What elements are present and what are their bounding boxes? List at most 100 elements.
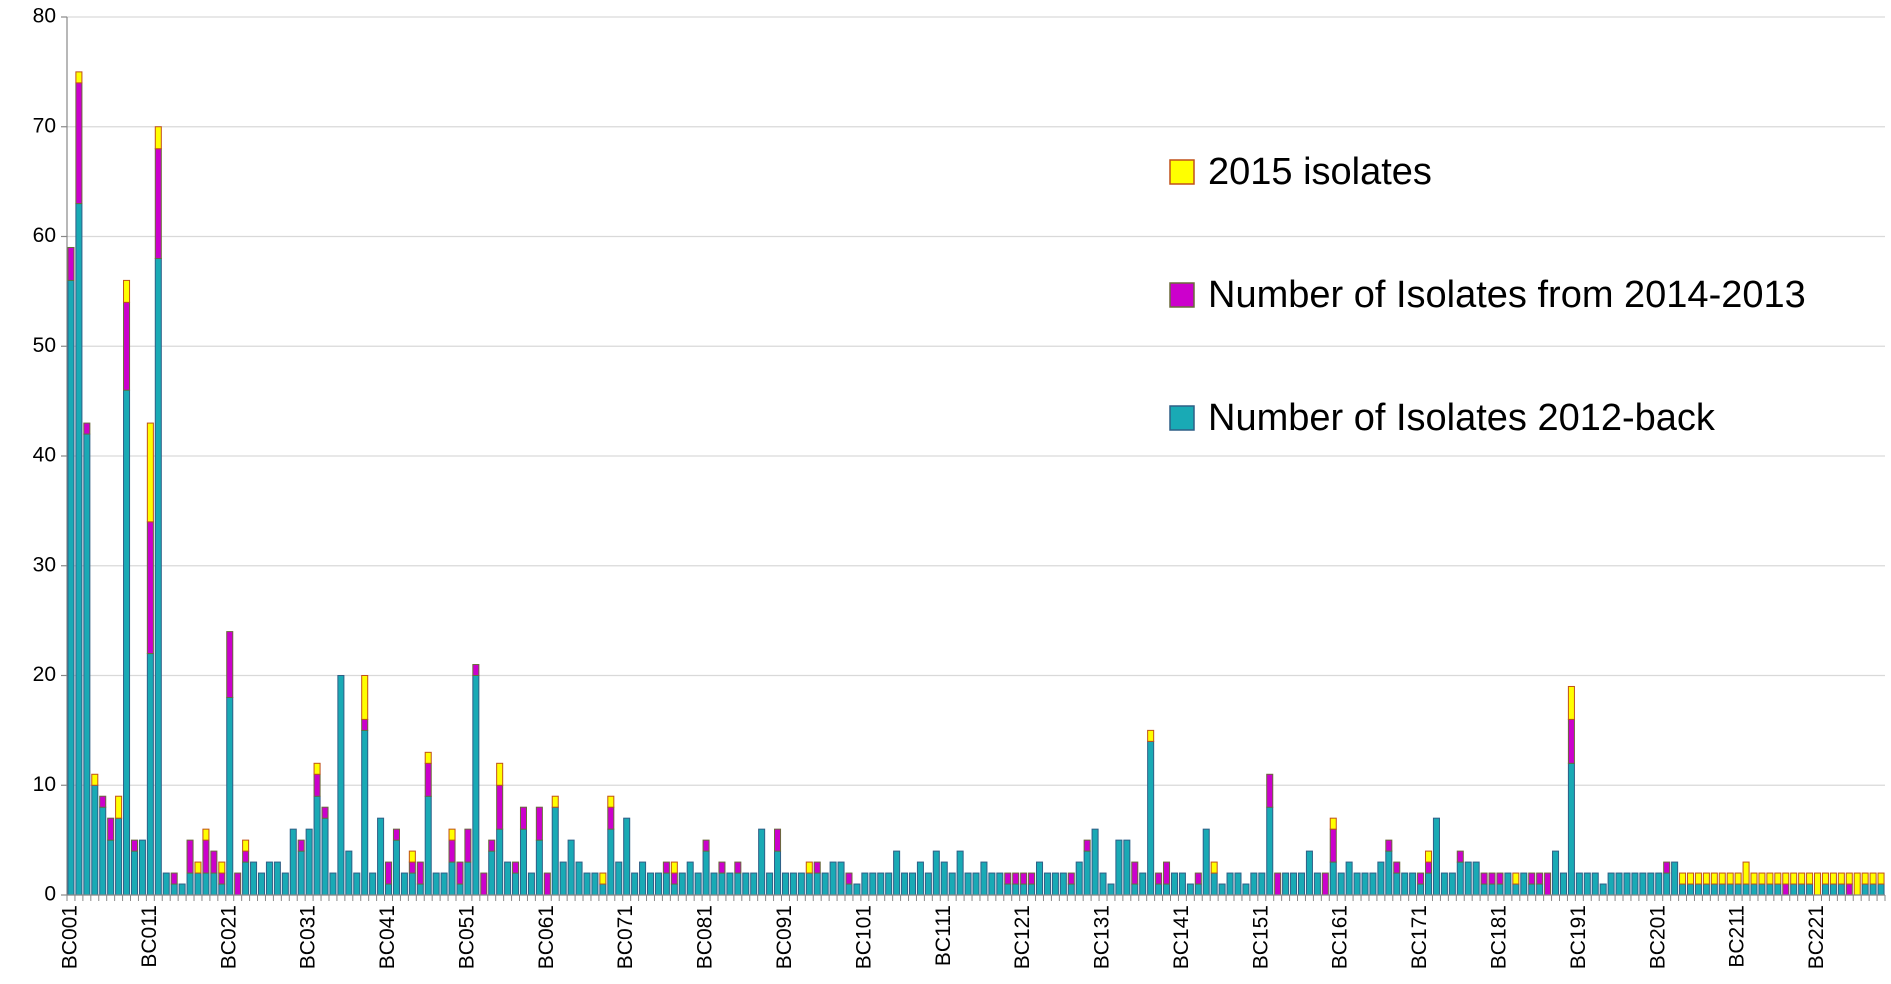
bar-segment: [551, 795, 559, 808]
bar-segment: [1790, 883, 1798, 896]
bar-segment: [1075, 861, 1083, 896]
bar-segment: [91, 784, 99, 896]
legend-label: Number of Isolates from 2014-2013: [1208, 274, 1806, 316]
bar-segment: [821, 872, 829, 896]
bar-segment: [512, 861, 520, 874]
bar-segment: [1464, 861, 1472, 896]
bar-segment: [321, 806, 329, 819]
bar-segment: [67, 279, 75, 896]
bar-segment: [678, 872, 686, 896]
bar-segment: [1726, 872, 1734, 885]
bar-segment: [1353, 872, 1361, 896]
bar-segment: [242, 850, 250, 863]
bar-segment: [861, 872, 869, 896]
bar-segment: [361, 718, 369, 731]
x-tick-label: BC091: [773, 905, 796, 969]
bar-segment: [1710, 872, 1718, 885]
bar-segment: [1131, 883, 1139, 896]
bar-segment: [1821, 872, 1829, 885]
y-tick-label: 50: [33, 334, 56, 357]
bar-segment: [1663, 861, 1671, 874]
bar-segment: [99, 806, 107, 896]
bar-segment: [408, 861, 416, 874]
bar-segment: [1051, 872, 1059, 896]
bar-segment: [781, 872, 789, 896]
bar-segment: [123, 389, 131, 896]
x-tick-label: BC001: [59, 905, 82, 969]
bar-segment: [1821, 883, 1829, 896]
legend-swatch: [1169, 405, 1195, 431]
bar-segment: [996, 872, 1004, 896]
bar-segment: [1877, 872, 1885, 885]
bar-segment: [154, 257, 162, 896]
bar-segment: [1123, 839, 1131, 896]
bar-segment: [1028, 872, 1036, 885]
bar-segment: [1067, 883, 1075, 896]
bar-segment: [845, 883, 853, 896]
bar-segment: [599, 872, 607, 885]
bar-segment: [218, 883, 226, 896]
bar-segment: [496, 828, 504, 896]
bar-segment: [448, 839, 456, 863]
bar-segment: [1377, 861, 1385, 896]
bar-segment: [869, 872, 877, 896]
bar-segment: [162, 872, 170, 896]
bar-segment: [1448, 872, 1456, 896]
bar-segment: [1861, 872, 1869, 885]
bar-segment: [877, 872, 885, 896]
bar-segment: [170, 883, 178, 896]
legend-swatch: [1169, 159, 1195, 185]
bar-segment: [1591, 872, 1599, 896]
bar-segment: [1750, 872, 1758, 885]
bar-segment: [472, 675, 480, 896]
bar-segment: [591, 872, 599, 896]
bar-segment: [1393, 872, 1401, 896]
bar-segment: [416, 883, 424, 896]
bar-segment: [1012, 883, 1020, 896]
bar-segment: [702, 839, 710, 852]
bar-segment: [1472, 861, 1480, 896]
bar-segment: [1647, 872, 1655, 896]
bar-segment: [273, 861, 281, 896]
bar-segment: [250, 861, 258, 896]
legend-swatch: [1169, 282, 1195, 308]
bar-segment: [948, 872, 956, 896]
bar-segment: [329, 872, 337, 896]
bar-segment: [1417, 883, 1425, 896]
bar-segment: [1369, 872, 1377, 896]
bar-segment: [1655, 872, 1663, 896]
bar-segment: [1393, 861, 1401, 874]
bar-segment: [1226, 872, 1234, 896]
bar-segment: [496, 762, 504, 786]
bar-segment: [504, 861, 512, 896]
bar-segment: [1567, 762, 1575, 896]
x-tick-label: BC071: [614, 905, 637, 969]
bar-segment: [1020, 872, 1028, 885]
bar-segment: [662, 861, 670, 874]
bar-segment: [1218, 883, 1226, 896]
bar-segment: [377, 817, 385, 896]
bar-segment: [1726, 883, 1734, 896]
bar-segment: [1163, 883, 1171, 896]
bar-segment: [202, 872, 210, 896]
bar-segment: [1679, 872, 1687, 885]
bar-segment: [1194, 883, 1202, 896]
bar-segment: [1028, 883, 1036, 896]
bar-segment: [845, 872, 853, 885]
bar-segment: [1798, 872, 1806, 885]
bar-segment: [1480, 872, 1488, 885]
bar-segment: [1329, 828, 1337, 863]
bar-segment: [1742, 861, 1750, 885]
bar-segment: [1345, 861, 1353, 896]
bar-segment: [218, 872, 226, 885]
bar-segment: [551, 806, 559, 896]
bar-segment: [289, 828, 297, 896]
bar-segment: [1035, 861, 1044, 896]
bar-segment: [694, 872, 702, 896]
bar-segment: [1686, 872, 1695, 885]
bar-segment: [1107, 883, 1115, 896]
bar-segment: [1091, 828, 1099, 896]
bar-segment: [1552, 850, 1560, 896]
bar-segment: [146, 653, 154, 896]
bar-segment: [385, 861, 393, 885]
